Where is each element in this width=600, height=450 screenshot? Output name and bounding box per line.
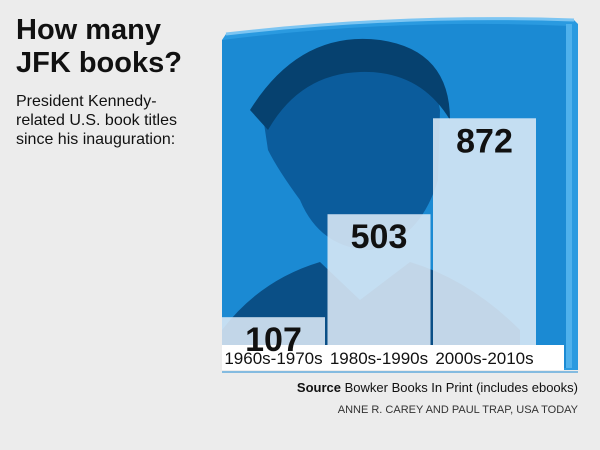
bar xyxy=(433,118,536,345)
category-label: 2000s-2010s xyxy=(435,349,533,368)
portrait-head xyxy=(262,48,440,250)
value-label: 503 xyxy=(351,218,408,256)
source: Source Bowker Books In Print (includes e… xyxy=(297,380,578,395)
bar xyxy=(327,214,431,345)
source-label: Source xyxy=(297,380,341,395)
label-strip xyxy=(222,345,564,370)
book-spine xyxy=(566,24,572,368)
value-label: 107 xyxy=(245,321,302,359)
credit: ANNE R. CAREY AND PAUL TRAP, USA TODAY xyxy=(338,404,579,416)
value-label: 872 xyxy=(456,122,513,160)
portrait-hair xyxy=(250,38,450,130)
chart-subtitle: President Kennedy-related U.S. book titl… xyxy=(16,93,177,148)
book-page-edge xyxy=(225,17,575,36)
bar xyxy=(222,317,325,345)
chart-title: How many JFK books? xyxy=(16,14,182,79)
source-text: Bowker Books In Print (includes ebooks) xyxy=(345,380,578,395)
category-label: 1960s-1970s xyxy=(224,349,322,368)
category-label: 1980s-1990s xyxy=(330,349,428,368)
